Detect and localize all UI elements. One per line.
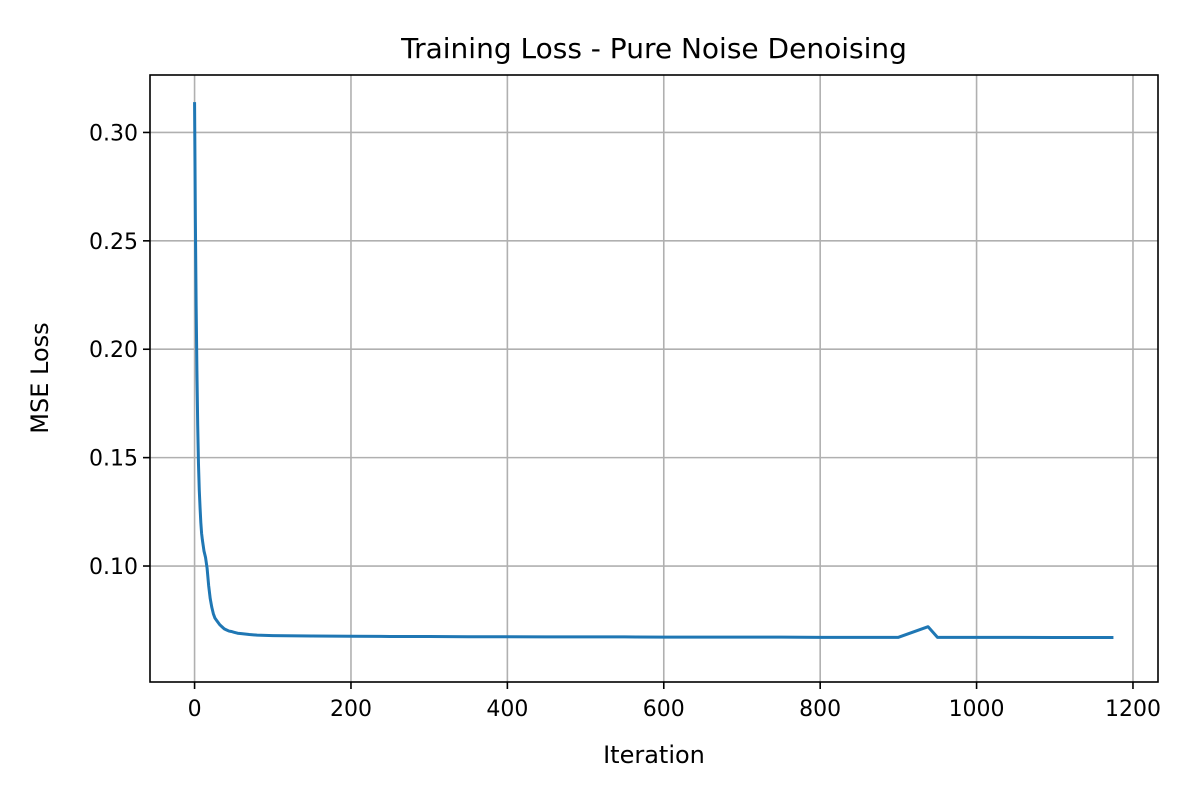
x-axis-label: Iteration bbox=[603, 741, 705, 769]
grid-layer bbox=[150, 75, 1158, 682]
tick-layer: 0 200 400 600 800 1000 1200 0.10 0.15 0.20 0.25 0.3… bbox=[89, 121, 1161, 722]
x-tick-label: 0 bbox=[188, 697, 202, 722]
y-tick-label: 0.15 bbox=[89, 447, 138, 472]
plot-frame bbox=[149, 74, 1159, 683]
series-layer bbox=[193, 102, 1114, 640]
x-tick-label: 1000 bbox=[949, 697, 1005, 722]
x-tick-label: 1200 bbox=[1105, 697, 1161, 722]
y-tick-label: 0.10 bbox=[89, 555, 138, 580]
y-tick-label: 0.20 bbox=[89, 338, 138, 363]
x-tick-label: 800 bbox=[799, 697, 841, 722]
x-tick-label: 600 bbox=[643, 697, 685, 722]
y-tick-label: 0.25 bbox=[89, 230, 138, 255]
chart-title: Training Loss - Pure Noise Denoising bbox=[400, 32, 907, 65]
x-tick-label: 400 bbox=[486, 697, 528, 722]
x-tick-label: 200 bbox=[330, 697, 372, 722]
loss-series-line bbox=[193, 102, 1114, 640]
y-axis-label: MSE Loss bbox=[26, 322, 54, 433]
y-tick-label: 0.30 bbox=[89, 121, 138, 146]
